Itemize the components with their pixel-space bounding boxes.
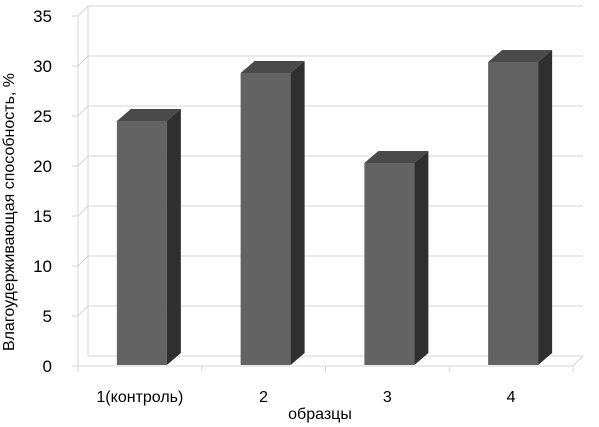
- x-tick-label: 3: [383, 389, 392, 406]
- y-tick-label: 20: [33, 157, 52, 176]
- y-tick-labels: 0 5 10 15 20 25 30 35: [33, 7, 52, 376]
- bar-front: [240, 73, 291, 365]
- y-tick-label: 30: [33, 57, 52, 76]
- gridline-side: [77, 105, 89, 117]
- y-axis-title: Влагоудерживающая способность, %: [1, 73, 18, 351]
- bar-front: [364, 163, 415, 365]
- y-tick-label: 25: [33, 107, 52, 126]
- bar-front: [116, 121, 167, 365]
- bar-top: [240, 61, 305, 73]
- bar-top: [116, 109, 181, 121]
- bar-side: [538, 50, 553, 365]
- y-tick-label: 5: [43, 307, 52, 326]
- bar-top: [488, 50, 553, 62]
- x-tick-label: 2: [259, 389, 268, 406]
- x-axis-title: образцы: [288, 406, 352, 423]
- bar: [240, 61, 305, 365]
- bar-front: [488, 62, 539, 365]
- floor-right-edge: [572, 355, 584, 367]
- bar: [116, 109, 181, 365]
- gridline-side: [77, 255, 89, 267]
- y-tick-label: 35: [33, 7, 52, 26]
- gridline-side: [77, 305, 89, 317]
- bar-side: [290, 61, 305, 365]
- y-tick-label: 10: [33, 257, 52, 276]
- bar-side: [414, 151, 429, 365]
- gridline-side: [77, 205, 89, 217]
- bar: [488, 50, 553, 365]
- bar-top: [364, 151, 429, 163]
- bars-layer: [116, 50, 553, 365]
- x-tick-label: 1(контроль): [96, 389, 183, 406]
- x-tick-label: 4: [507, 389, 516, 406]
- gridline-side: [77, 55, 89, 67]
- y-tick-label: 15: [33, 207, 52, 226]
- y-tick-label: 0: [43, 357, 52, 376]
- gridline-side: [77, 5, 89, 17]
- bar-side: [166, 109, 181, 365]
- bar: [364, 151, 429, 365]
- x-tick-labels: 1(контроль) 2 3 4: [96, 389, 515, 406]
- gridline-side: [77, 155, 89, 167]
